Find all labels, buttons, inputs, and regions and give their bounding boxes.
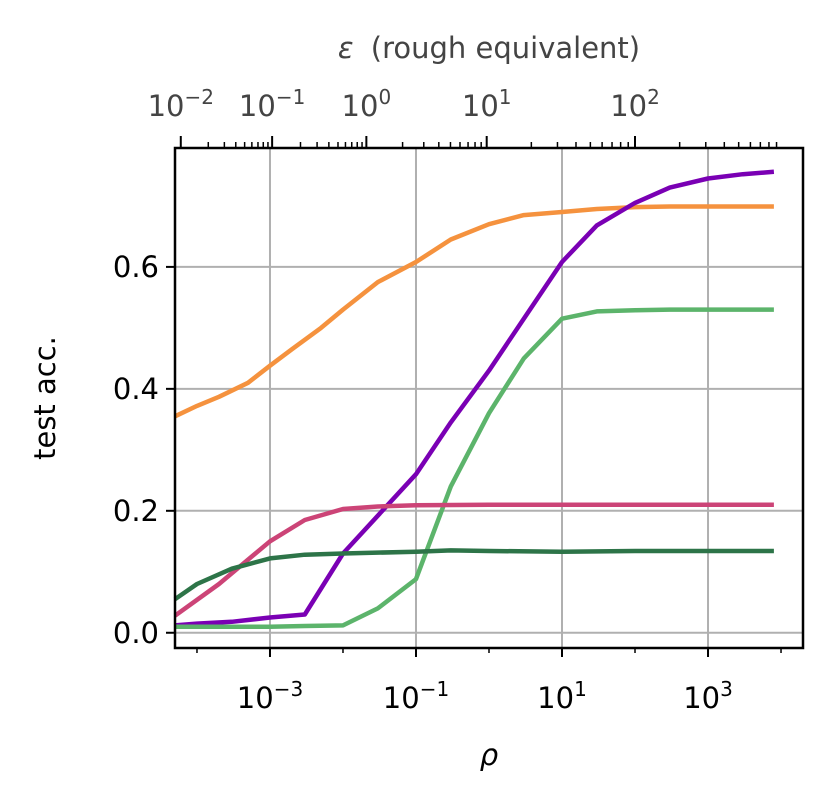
series-line-3 — [175, 307, 774, 629]
x-tick-label: 10−1 — [383, 677, 449, 715]
top-tick-label: 100 — [342, 85, 392, 123]
x-tick-label: 10−3 — [237, 677, 303, 715]
x-tick-label: 101 — [537, 677, 587, 715]
top-axis-label: ε (rough equivalent) — [338, 31, 640, 65]
series-line-4 — [173, 502, 774, 618]
y-tick-label: 0.2 — [113, 494, 159, 528]
x-axis-label: ρ — [480, 738, 499, 772]
top-tick-label: 101 — [462, 85, 512, 123]
series-line-1 — [174, 204, 774, 419]
y-axis-label: test acc. — [28, 336, 62, 460]
top-axis-label-symbol: ε — [338, 31, 354, 65]
grid-layer — [175, 148, 803, 648]
series-line-5 — [173, 548, 774, 602]
y-tick-label: 0.0 — [113, 616, 159, 650]
y-tick-label: 0.4 — [113, 372, 159, 406]
tick-layer: 10−3 10−1 101 103 0.0 0.2 0.4 0.6 10−2 10−1 100 101… — [113, 85, 782, 715]
y-tick-label: 0.6 — [113, 250, 159, 284]
top-tick-label: 102 — [610, 85, 660, 123]
series-line-2 — [174, 169, 775, 628]
top-axis-label-text: (rough equivalent) — [371, 31, 640, 65]
series-layer — [173, 169, 775, 629]
x-tick-label: 103 — [683, 677, 733, 715]
top-tick-label: 10−2 — [148, 85, 214, 123]
top-tick-label: 10−1 — [239, 85, 305, 123]
